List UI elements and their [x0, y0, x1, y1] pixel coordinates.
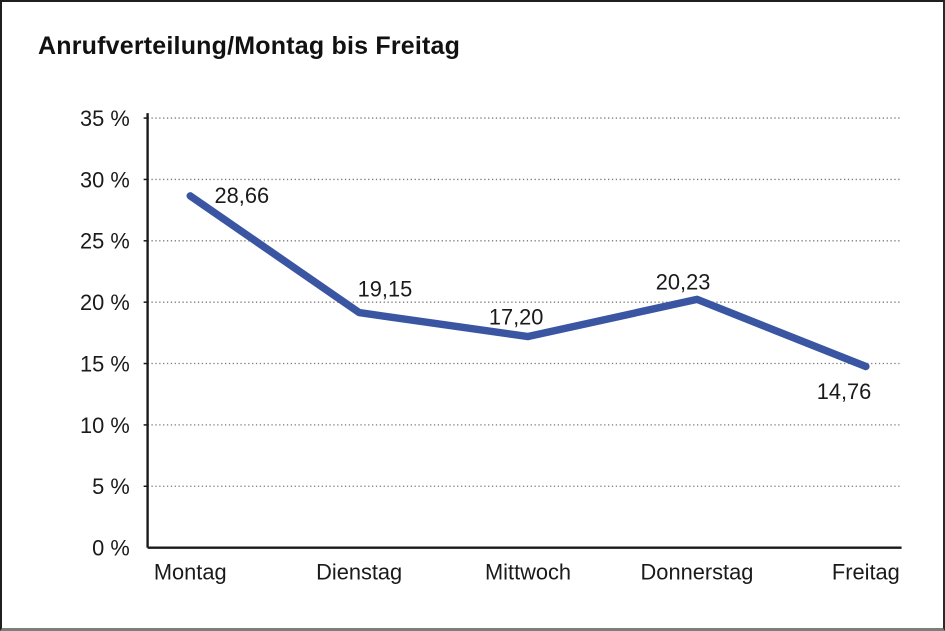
y-axis-tick-label: 15 % [80, 351, 130, 376]
y-axis-tick-label: 10 % [80, 413, 130, 438]
y-axis-tick-label: 0 % [92, 536, 130, 561]
y-axis-tick-label: 30 % [80, 167, 130, 192]
x-axis-category-label: Freitag [832, 559, 900, 584]
x-axis-category-label: Montag [154, 559, 227, 584]
y-axis-tick-label: 35 % [80, 106, 130, 131]
data-point-label: 20,23 [656, 269, 711, 294]
data-point-label: 19,15 [358, 277, 413, 302]
x-axis-category-label: Mittwoch [485, 559, 571, 584]
y-axis-tick-label: 5 % [92, 474, 130, 499]
data-point-label: 28,66 [215, 183, 270, 208]
data-point-label: 17,20 [489, 305, 544, 330]
chart-title: Anrufverteilung/Montag bis Freitag [38, 32, 461, 60]
y-axis-tick-label: 20 % [80, 290, 130, 315]
x-axis-category-label: Donnerstag [641, 559, 754, 584]
data-point-label: 14,76 [817, 379, 872, 404]
data-line [186, 192, 870, 371]
x-axis-category-label: Dienstag [316, 559, 402, 584]
y-axis-tick-label: 25 % [80, 229, 130, 254]
